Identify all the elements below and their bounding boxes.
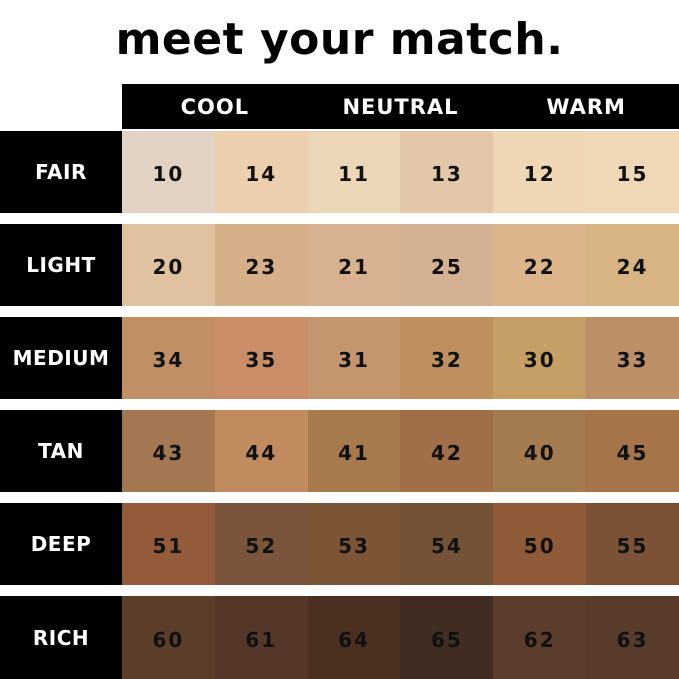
depth-label: LIGHT	[0, 224, 122, 306]
shade-swatch: 15	[586, 131, 679, 213]
shade-swatch: 24	[586, 224, 679, 306]
shade-swatch: 13	[400, 131, 494, 213]
column-header-cool: COOL	[180, 94, 250, 119]
shade-swatch: 14	[214, 131, 308, 213]
shade-swatch: 20	[122, 224, 215, 306]
shade-row-tan: TAN 43 44 41 42 40 45	[0, 410, 679, 492]
page-title: meet your match.	[115, 14, 564, 65]
shade-swatch: 42	[400, 410, 494, 492]
shade-swatch: 62	[493, 596, 587, 679]
shade-swatch: 21	[307, 224, 401, 306]
shade-row-deep: DEEP 51 52 53 54 50 55	[0, 503, 679, 585]
shade-swatch: 10	[122, 131, 215, 213]
shade-swatch: 22	[493, 224, 587, 306]
shade-swatch: 55	[586, 503, 679, 585]
shade-row-fair: FAIR 10 14 11 13 12 15	[0, 131, 679, 213]
shade-swatch: 11	[307, 131, 401, 213]
shade-row-medium: MEDIUM 34 35 31 32 30 33	[0, 317, 679, 399]
shade-swatch: 63	[586, 596, 679, 679]
shade-swatch: 25	[400, 224, 494, 306]
column-header-warm: WARM	[546, 94, 626, 119]
shade-swatch: 12	[493, 131, 587, 213]
shade-swatch: 65	[400, 596, 494, 679]
depth-label: RICH	[0, 596, 122, 679]
shade-swatch: 33	[586, 317, 679, 399]
shade-swatch: 31	[307, 317, 401, 399]
shade-swatch: 43	[122, 410, 215, 492]
shade-swatch: 53	[307, 503, 401, 585]
shade-swatch: 64	[307, 596, 401, 679]
shade-swatch: 50	[493, 503, 587, 585]
depth-label: MEDIUM	[0, 317, 122, 399]
column-header-neutral: NEUTRAL	[342, 94, 459, 119]
shade-swatch: 34	[122, 317, 215, 399]
shade-swatch: 23	[214, 224, 308, 306]
shade-row-rich: RICH 60 61 64 65 62 63	[0, 596, 679, 679]
depth-label: FAIR	[0, 131, 122, 213]
shade-swatch: 45	[586, 410, 679, 492]
undertone-header: COOL NEUTRAL WARM	[122, 84, 679, 129]
shade-swatch: 41	[307, 410, 401, 492]
shade-swatch: 61	[214, 596, 308, 679]
shade-swatch: 52	[214, 503, 308, 585]
shade-swatch: 54	[400, 503, 494, 585]
shade-swatch: 35	[214, 317, 308, 399]
shade-swatch: 32	[400, 317, 494, 399]
depth-label: TAN	[0, 410, 122, 492]
shade-swatch: 51	[122, 503, 215, 585]
shade-swatch: 40	[493, 410, 587, 492]
shade-row-light: LIGHT 20 23 21 25 22 24	[0, 224, 679, 306]
shade-swatch: 30	[493, 317, 587, 399]
shade-swatch: 60	[122, 596, 215, 679]
shade-swatch: 44	[214, 410, 308, 492]
depth-label: DEEP	[0, 503, 122, 585]
